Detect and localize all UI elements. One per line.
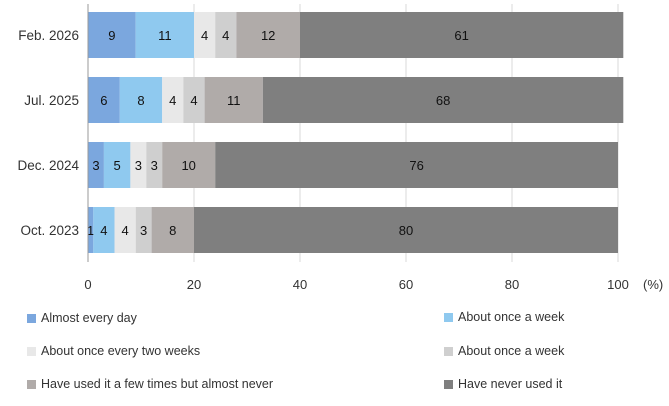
data-label: 8: [137, 93, 144, 108]
data-label: 11: [158, 28, 172, 43]
bar-segment: [300, 12, 624, 58]
bar-segment: [215, 142, 618, 188]
x-tick-label: 60: [399, 277, 413, 292]
bar-segment: [151, 207, 194, 253]
bar-segment: [119, 77, 163, 123]
bar-segment: [88, 77, 120, 123]
x-tick-label: 40: [293, 277, 307, 292]
bar-segment: [103, 142, 131, 188]
axes: 0 20 40 60 80 100 Feb. 2026 Jul. 2025 Dec. 2024 O…: [17, 4, 629, 292]
bar-segment: [88, 12, 136, 58]
data-label: 8: [169, 223, 176, 238]
bar-segment: [183, 77, 205, 123]
y-category-label: Dec. 2024: [17, 158, 79, 173]
y-category-label: Jul. 2025: [24, 93, 79, 108]
data-label: 80: [399, 223, 413, 238]
data-label: 4: [100, 223, 107, 238]
bar-segment: [146, 142, 163, 188]
x-tick-label: 80: [505, 277, 519, 292]
bar-segment: [236, 12, 300, 58]
data-label: 3: [135, 158, 142, 173]
data-label: 3: [92, 158, 99, 173]
data-label: 12: [261, 28, 275, 43]
bar-segment: [204, 77, 263, 123]
bar-segment: [194, 12, 216, 58]
bar-segment: [88, 207, 94, 253]
x-tick-label: 0: [84, 277, 91, 292]
data-label: 3: [140, 223, 147, 238]
bar-segment: [162, 77, 184, 123]
bar-segment: [130, 142, 147, 188]
data-label: 6: [100, 93, 107, 108]
bar-segment: [162, 142, 216, 188]
y-category-label: Oct. 2023: [20, 223, 79, 238]
bar-segment: [114, 207, 136, 253]
data-label: 10: [181, 158, 195, 173]
y-category-label: Feb. 2026: [18, 28, 79, 43]
data-label: 4: [190, 93, 197, 108]
data-label: 3: [151, 158, 158, 173]
bar-segment: [194, 207, 618, 253]
bar-segment: [135, 12, 194, 58]
data-label: 9: [108, 28, 115, 43]
data-label: 68: [436, 93, 450, 108]
data-label: 4: [222, 28, 229, 43]
x-tick-label: 100: [607, 277, 629, 292]
data-label: 76: [409, 158, 423, 173]
x-tick-label: 20: [187, 277, 201, 292]
data-label: 1: [87, 223, 94, 238]
data-label: 11: [227, 93, 241, 108]
data-label: 5: [114, 158, 121, 173]
data-label: 4: [121, 223, 128, 238]
bar-segment: [88, 142, 104, 188]
bar-segment: [93, 207, 115, 253]
bar-segment: [135, 207, 152, 253]
bar-segment: [215, 12, 237, 58]
bar-segment: [262, 77, 624, 123]
data-label: 4: [201, 28, 208, 43]
bars: 9 11 4 4 12 616 8 4 4 11 683 5 3 3 10 761 4 4 3 8 80: [87, 12, 624, 253]
data-label: 61: [454, 28, 468, 43]
data-label: 4: [169, 93, 176, 108]
x-axis-unit-label: (%): [643, 277, 663, 292]
